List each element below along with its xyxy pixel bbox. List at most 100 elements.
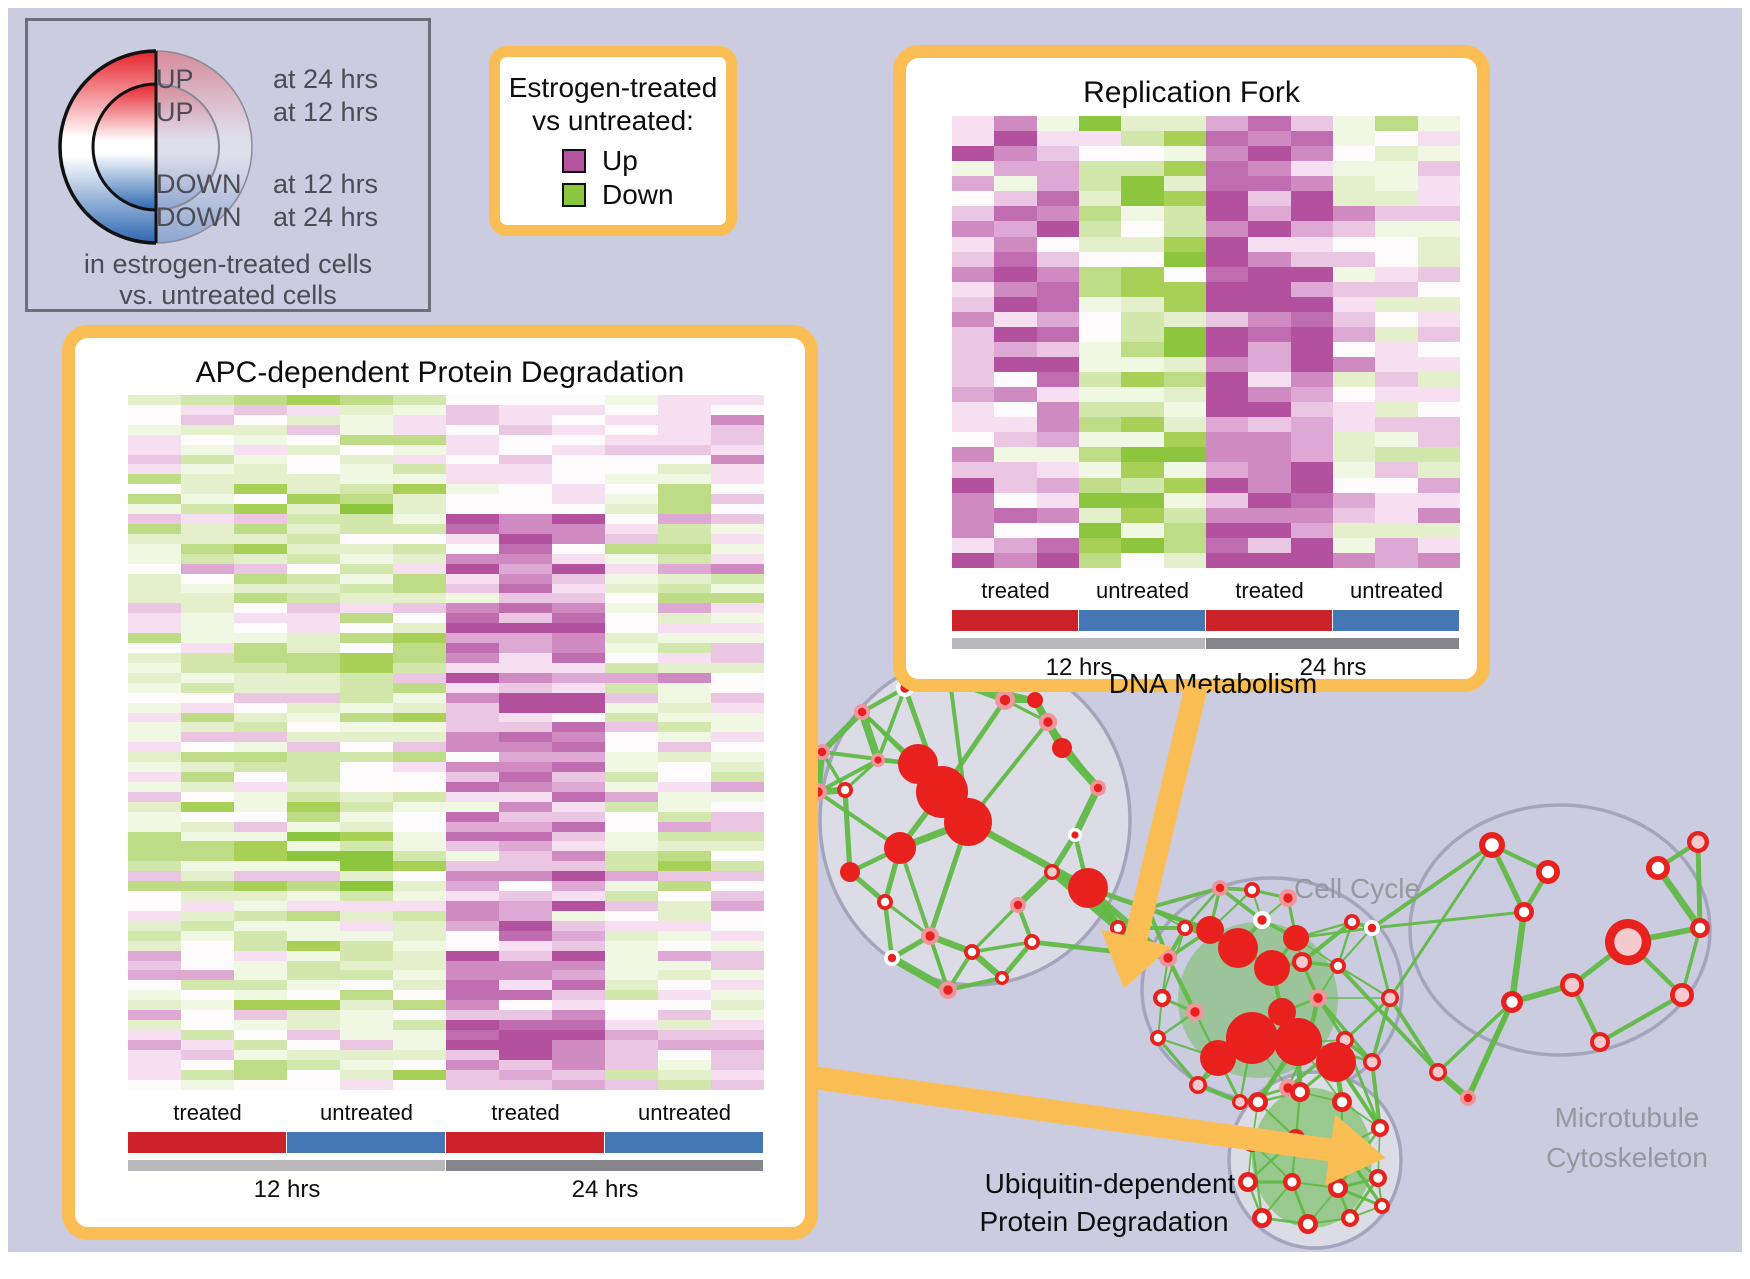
heatmap-cell [499,742,552,753]
heatmap-cell [234,1010,287,1021]
heatmap-cell [287,901,340,911]
heatmap-cell [658,742,711,753]
heatmap-cell [1290,537,1333,553]
heatmap-cell [499,474,552,485]
rf-time-label: 24 hrs [1299,654,1367,681]
heatmap-cell [1375,372,1418,388]
heatmap-cell [552,752,605,763]
heatmap-cell [605,613,658,624]
heatmap-cell [287,772,340,782]
heatmap-cell [234,603,287,614]
heatmap-cell [234,583,287,594]
heatmap-cell [234,484,287,495]
heatmap-cell [234,950,287,961]
heatmap-cell [1078,341,1122,357]
heatmap-cell [994,341,1037,357]
network-node [1226,1012,1278,1064]
heatmap-cell [1417,281,1460,297]
heatmap-cell [1036,191,1079,207]
heatmap-cell [128,950,181,961]
heatmap-cell [287,980,340,991]
heatmap-cell [1290,507,1333,523]
heatmap-cell [446,841,499,852]
heatmap-cell [552,444,605,455]
heatmap-cell [128,811,181,822]
heatmap-cell [446,583,499,594]
heatmap-cell [340,553,393,564]
heatmap-cell [1163,372,1206,388]
heatmap-cell [658,1039,711,1050]
heatmap-cell [658,881,711,892]
heatmap-cell [499,910,552,921]
at-12-top-label: at 12 hrs [273,97,379,127]
heatmap-cell [234,553,287,564]
heatmap-cell [1332,146,1376,162]
heatmap-cell [128,573,181,584]
heatmap-cell [952,507,995,523]
heatmap-cell [1332,372,1376,388]
heatmap-cell [1375,447,1418,463]
heatmap-cell [128,871,181,882]
heatmap-cell [1248,387,1291,403]
heatmap-cell [1205,161,1249,177]
heatmap-cell [181,613,234,624]
heatmap-cell [499,494,552,505]
network-node-core [1190,1007,1200,1017]
heatmap-cell [711,464,764,475]
heatmap-cell [340,563,393,574]
heatmap-cell [128,593,181,604]
heatmap-cell [711,395,764,405]
heatmap-cell [340,1020,393,1030]
network-node-core [1113,923,1123,933]
heatmap-cell [605,1030,658,1040]
heatmap-cell [340,881,393,892]
heatmap-cell [1332,176,1376,192]
heatmap-cell [499,831,552,842]
heatmap-cell [1163,447,1206,463]
heatmap-cell [287,940,340,951]
heatmap-cell [393,523,446,534]
heatmap-cell [1163,296,1206,312]
heatmap-cell [287,831,340,842]
heatmap-cell [446,1059,499,1070]
heatmap-cell [340,623,393,634]
heatmap-cell [605,682,658,693]
heatmap-cell [1417,357,1460,373]
heatmap-cell [1375,522,1418,538]
network-node-core [1256,1212,1268,1224]
heatmap-cell [1205,522,1249,538]
heatmap-cell [1290,387,1333,403]
heatmap-cell [1290,251,1333,267]
heatmap-cell [1290,447,1333,463]
heatmap-cell [181,1030,234,1040]
heatmap-cell [1205,492,1249,508]
heatmap-cell [1121,552,1164,568]
network-node-core [925,931,935,941]
heatmap-cell [552,563,605,574]
heatmap-cell [393,891,446,902]
heatmap-cell [711,404,764,415]
down-label: Down [602,179,674,210]
heatmap-cell [128,623,181,634]
heatmap-cell [1248,191,1291,207]
network-node-core [1594,1036,1606,1048]
heatmap-cell [952,477,995,493]
heatmap-cell [1290,357,1333,373]
heatmap-cell [234,464,287,475]
heatmap-cell [234,662,287,673]
heatmap-cell [234,702,287,713]
heatmap-cell [994,537,1037,553]
heatmap-cell [340,920,393,931]
network-node-core [1013,900,1023,910]
network-node [1052,738,1072,758]
heatmap-cell [658,950,711,961]
heatmap-cell [181,652,234,663]
heatmap-cell [711,1030,764,1040]
heatmap-cell [446,950,499,961]
heatmap-cell [1290,116,1333,132]
heatmap-cell [234,851,287,862]
heatmap-cell [605,851,658,862]
heatmap-cell [605,940,658,951]
heatmap-cell [658,514,711,524]
heatmap-cell [234,1020,287,1030]
